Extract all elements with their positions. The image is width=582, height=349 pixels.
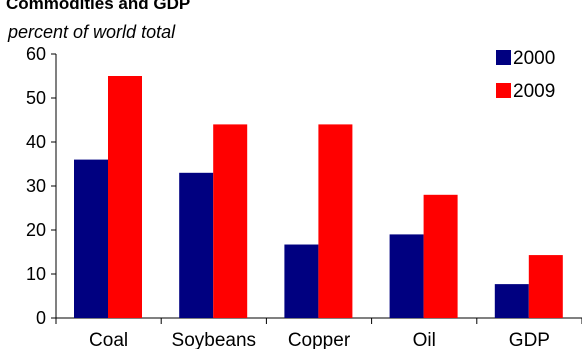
plot-area: 0 10 20 30 40 50 60 Coal Soybeans Copper Oil GDP <box>26 44 582 349</box>
y-tick-label: 10 <box>26 264 46 284</box>
x-category-label: Copper <box>288 330 351 349</box>
chart-subtitle: percent of world total <box>7 22 176 42</box>
y-tick-label: 50 <box>26 88 46 108</box>
legend: 2000 2009 <box>496 48 555 102</box>
legend-label-2009: 2009 <box>513 81 555 102</box>
bar-copper-2000 <box>284 244 319 318</box>
bar-soybeans-2009 <box>213 124 248 319</box>
bar-coal-2009 <box>108 76 142 318</box>
bar-oil-2000 <box>389 234 424 318</box>
bar-soybeans-2000 <box>179 172 214 318</box>
bar-gdp-2000 <box>494 284 529 318</box>
legend-swatch-2000 <box>496 50 511 65</box>
y-tick-label: 40 <box>26 132 46 152</box>
x-category-label: Soybeans <box>172 330 257 349</box>
y-tick-label: 60 <box>26 44 46 64</box>
bar-oil-2009 <box>423 194 458 318</box>
x-category-label: Oil <box>413 330 436 349</box>
legend-label-2000: 2000 <box>513 48 555 69</box>
bar-copper-2009 <box>318 124 353 319</box>
bar-gdp-2009 <box>528 255 563 318</box>
chart-title: Commodities and GDP <box>6 0 190 13</box>
x-category-label: GDP <box>509 330 550 349</box>
x-category-label: Coal <box>89 330 128 349</box>
bar-coal-2000 <box>74 159 108 318</box>
legend-swatch-2009 <box>496 83 511 98</box>
y-tick-label: 0 <box>36 308 46 328</box>
y-tick-label: 30 <box>26 176 46 196</box>
y-tick-label: 20 <box>26 220 46 240</box>
